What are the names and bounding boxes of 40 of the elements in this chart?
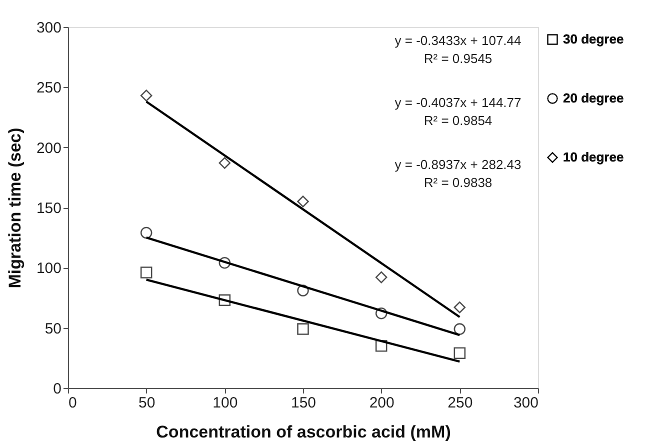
annotation: R² = 0.9854 — [424, 113, 492, 128]
y-tick-label: 250 — [36, 80, 62, 97]
y-tick-label: 0 — [53, 380, 62, 398]
point — [297, 284, 309, 296]
annotation: R² = 0.9545 — [424, 51, 492, 66]
point — [297, 196, 309, 208]
x-tick-label: 300 — [513, 394, 538, 412]
y-tick-label: 150 — [36, 200, 62, 217]
annotation: y = -0.4037x + 144.77 — [394, 95, 522, 110]
point — [140, 90, 152, 102]
point — [218, 294, 231, 306]
point — [375, 340, 388, 352]
point — [218, 157, 231, 169]
point — [375, 308, 388, 320]
point — [454, 323, 466, 335]
y-tick-label: 50 — [44, 320, 62, 338]
point — [140, 226, 152, 239]
x-tick-label: 150 — [290, 394, 316, 412]
legend-label: 20 degree — [563, 90, 624, 106]
y-tick-label: 300 — [36, 20, 62, 36]
point — [454, 347, 466, 359]
x-tick-label: 50 — [138, 394, 156, 412]
point — [218, 256, 231, 269]
annotation: y = -0.8937x + 282.43 — [394, 157, 522, 172]
x-tick-label: 0 — [68, 394, 77, 412]
point — [140, 266, 152, 278]
y-tick-label: 200 — [36, 140, 62, 157]
y-axis-title: Migration time (sec) — [5, 128, 24, 288]
annotation: y = -0.3433x + 107.44 — [394, 33, 522, 48]
legend-label: 30 degree — [563, 32, 624, 46]
x-axis-title: Concentration of ascorbic acid (mM) — [156, 422, 451, 442]
y-tick-label: 100 — [36, 260, 62, 278]
point — [297, 323, 309, 335]
x-tick-label: 100 — [212, 394, 238, 412]
x-tick-label: 250 — [448, 394, 473, 412]
point — [375, 271, 388, 284]
annotation: R² = 0.9838 — [424, 175, 492, 190]
legend-label: 10 degree — [563, 150, 624, 164]
point — [454, 301, 466, 314]
x-tick-label: 200 — [369, 394, 394, 412]
